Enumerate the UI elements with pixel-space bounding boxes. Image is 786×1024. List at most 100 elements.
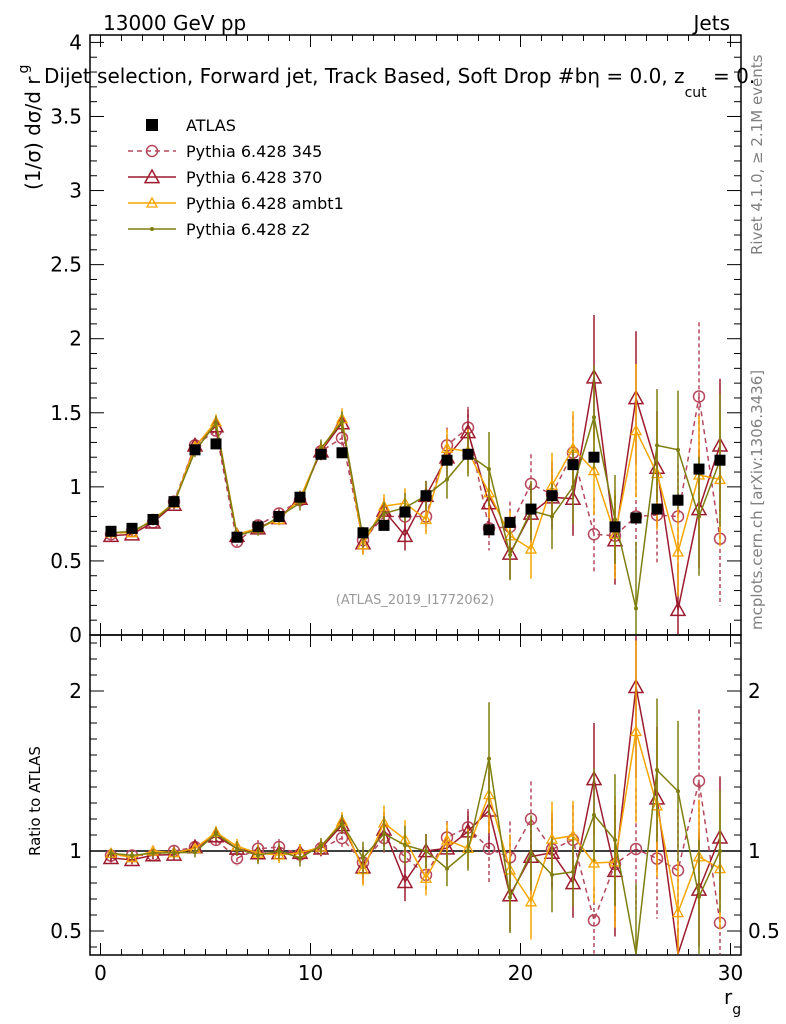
atlas-data-point [147, 513, 159, 525]
ratio-axis: 0 10 20 300.5 0.51 12 2 [50, 635, 780, 985]
data-point-marker [419, 513, 433, 525]
data-point-marker [319, 843, 323, 848]
data-point-marker [150, 227, 154, 231]
x-axis-title: rg [724, 985, 741, 1018]
x-tick-label: 10 [298, 961, 323, 985]
data-point-marker [145, 196, 159, 208]
series-0-main [104, 322, 727, 606]
atlas-data-point [630, 512, 642, 524]
atlas-data-point [567, 459, 579, 471]
ratio-series-layer [102, 636, 729, 955]
y-tick-label-ratio: 1 [69, 839, 82, 863]
y-tick-label-main: 3 [69, 179, 82, 203]
y-tick-label-main: 1 [69, 475, 82, 499]
y-axis-title-ratio: Ratio to ATLAS [26, 746, 44, 856]
data-point-marker [697, 894, 701, 899]
legend-label: Pythia 6.428 370 [186, 168, 322, 187]
legend-label: Pythia 6.428 ambt1 [186, 194, 344, 213]
data-point-marker [256, 853, 260, 858]
series-3-ratio [109, 698, 722, 955]
atlas-data-point [483, 524, 495, 536]
data-point-marker [445, 866, 449, 871]
data-point-marker [361, 855, 365, 860]
data-point-marker [634, 606, 638, 611]
data-point-marker [571, 484, 575, 489]
data-point-marker [172, 850, 176, 855]
data-point-marker [587, 528, 601, 541]
legend-label: Pythia 6.428 z2 [186, 220, 310, 239]
data-point-marker [440, 833, 454, 845]
data-point-marker [235, 846, 239, 851]
data-point-marker [445, 477, 449, 482]
title-end: = 0. [707, 64, 756, 88]
atlas-data-point [336, 447, 348, 459]
data-point-marker [214, 831, 218, 836]
process-label: Jets [692, 11, 730, 35]
series-line [110, 731, 721, 916]
plot-title: Dijet selection, Forward jet, Track Base… [44, 64, 755, 101]
data-point-marker [592, 415, 596, 420]
data-point-marker [692, 774, 706, 788]
data-point-marker [524, 542, 538, 554]
x-tick-label: 0 [94, 961, 107, 985]
title-sub: cut [685, 85, 708, 101]
atlas-data-point [231, 531, 243, 543]
atlas-data-point [273, 510, 285, 522]
data-point-marker [692, 390, 706, 403]
series-line [110, 758, 721, 955]
atlas-data-point [462, 448, 474, 460]
y-tick-label-main: 0 [69, 623, 82, 647]
title-main: Dijet selection, Forward jet, Track Base… [44, 64, 587, 88]
data-point-marker [403, 843, 407, 848]
legend-label: Pythia 6.428 345 [186, 142, 322, 161]
data-point-marker [487, 467, 491, 472]
data-point-marker [382, 831, 386, 836]
y-tick-label-ratio: 2 [69, 679, 82, 703]
atlas-data-point [672, 494, 684, 506]
data-point-marker [592, 813, 596, 817]
data-point-marker [697, 514, 701, 519]
series-1-main [102, 315, 729, 634]
atlas-data-point [714, 454, 726, 466]
y-tick-label-main: 2.5 [50, 253, 82, 277]
analysis-label: (ATLAS_2019_I1772062) [336, 593, 494, 608]
data-point-marker [125, 851, 139, 863]
data-point-marker [669, 601, 687, 617]
main-axis: 0 0.5 1 1.5 2 2.5 3 3.5 4 [50, 30, 741, 647]
x-tick-label: 20 [508, 961, 533, 985]
y-tick-label-ratio: 0.5 [50, 919, 82, 943]
data-point-marker [340, 821, 344, 826]
series-1-ratio [102, 636, 729, 955]
y-axis-title-main-text: (1/σ) dσ/d r g [16, 65, 45, 190]
data-point-marker [655, 768, 659, 773]
data-point-marker [587, 914, 601, 927]
atlas-data-point [525, 503, 537, 515]
plot-title-text: Dijet selection, Forward jet, Track Base… [44, 64, 755, 101]
atlas-data-point [294, 491, 306, 503]
main-series-layer [102, 315, 729, 634]
data-point-marker [143, 168, 161, 184]
data-point-marker [550, 514, 554, 519]
atlas-data-points [105, 438, 726, 543]
atlas-data-point [693, 463, 705, 475]
atlas-data-point [504, 516, 516, 528]
y-tick-label-ratio-right: 2 [748, 679, 761, 703]
legend-marker-atlas [146, 119, 158, 131]
data-point-marker [419, 871, 433, 883]
ratio-panel-frame [89, 634, 742, 956]
legend: ATLAS Pythia 6.428 345 Pythia 6.428 370 Pyt… [128, 116, 344, 239]
y-axis-title-main-label: (1/σ) dσ/d r [21, 76, 45, 190]
data-point-marker [676, 447, 680, 452]
atlas-data-point [126, 522, 138, 534]
y-tick-label-ratio-right: 0.5 [748, 919, 780, 943]
data-point-marker [356, 538, 370, 550]
atlas-data-point [651, 503, 663, 515]
data-point-marker [214, 421, 218, 426]
data-point-marker [466, 849, 470, 853]
y-axis-title-main: (1/σ) dσ/d r g [16, 65, 45, 190]
series-line [110, 416, 721, 609]
atlas-data-point [378, 519, 390, 531]
atlas-data-point [588, 451, 600, 463]
data-point-marker [298, 855, 302, 860]
data-point-marker [440, 441, 454, 453]
